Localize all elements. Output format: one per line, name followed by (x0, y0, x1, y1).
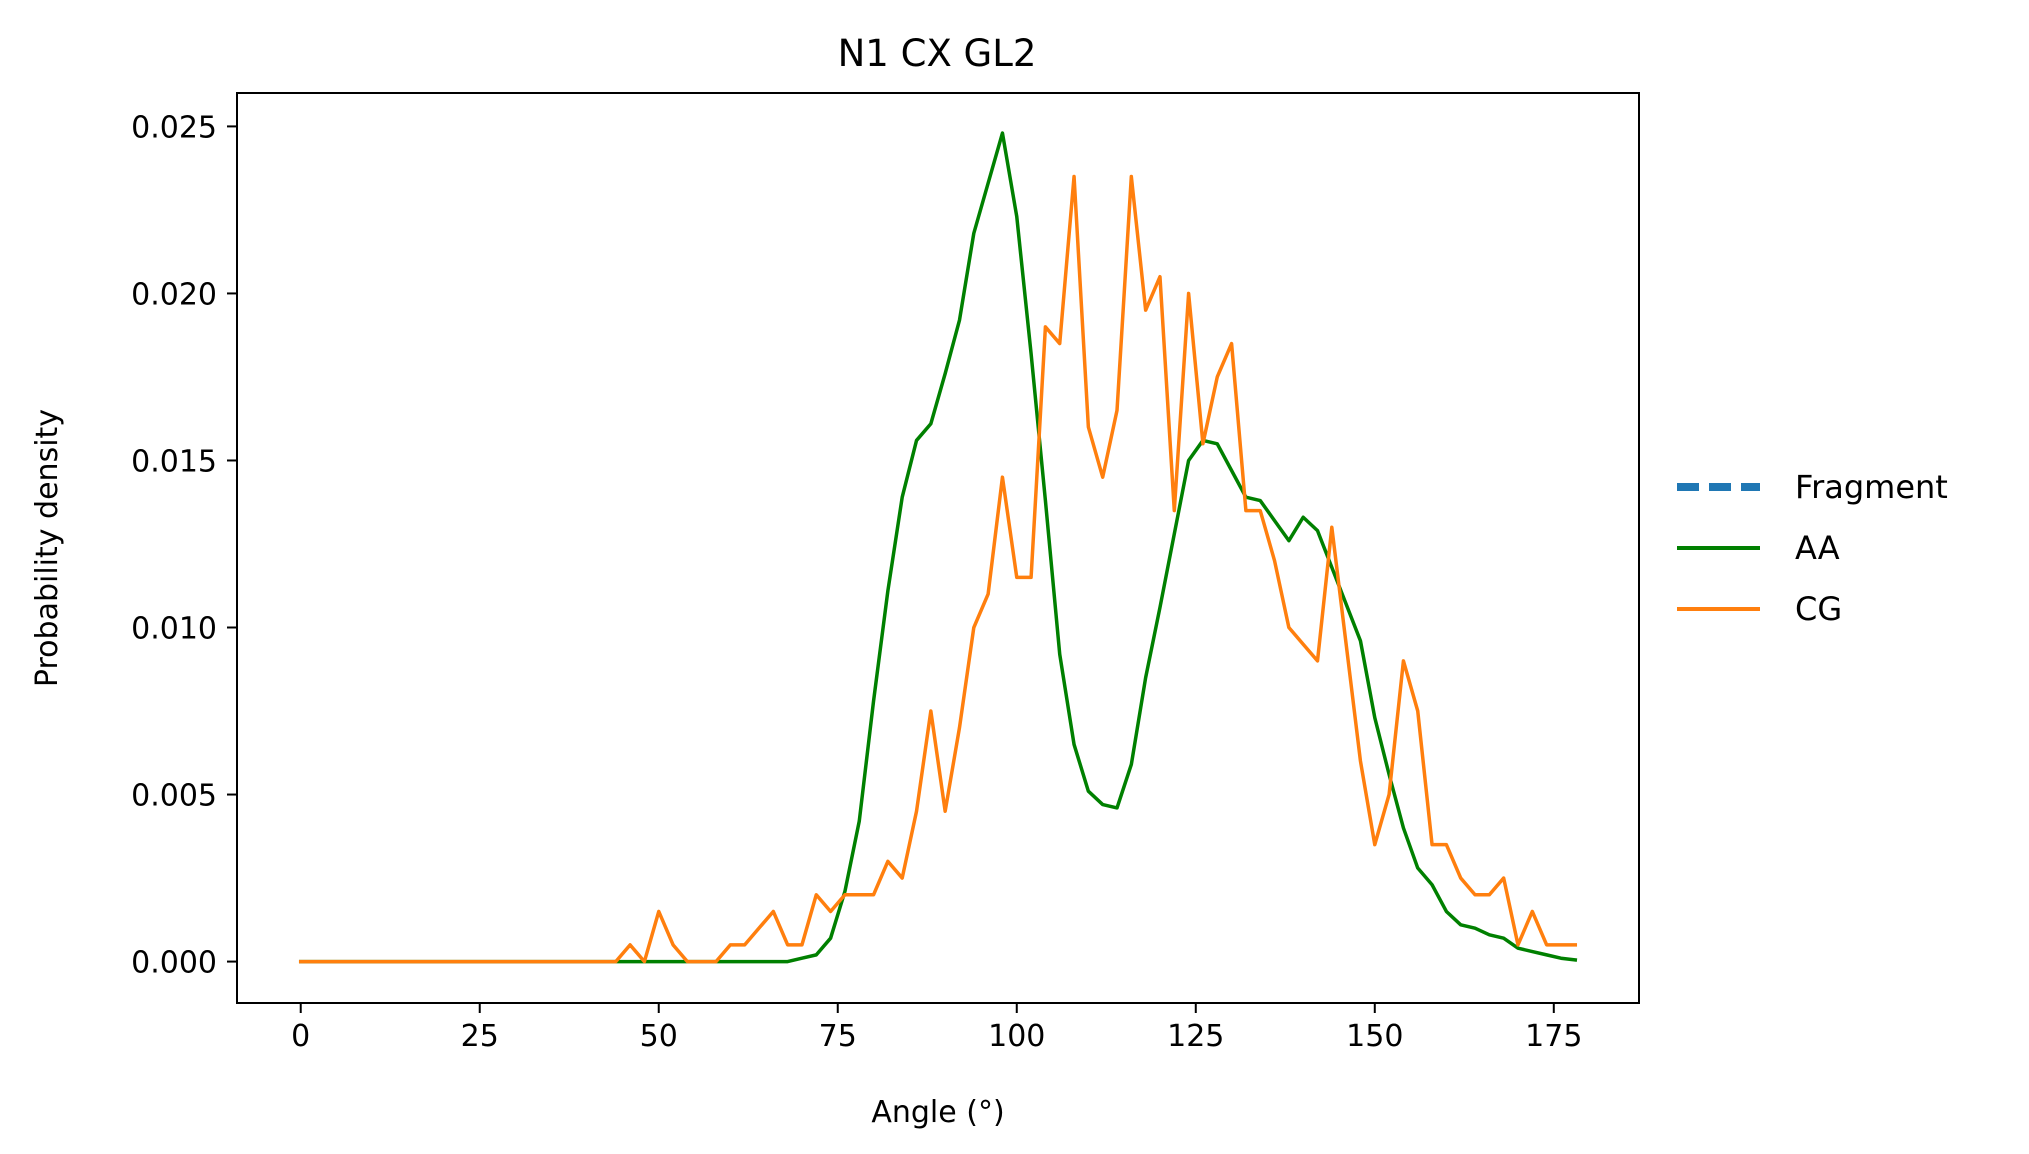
legend-label-fragment: Fragment (1795, 468, 1948, 506)
legend: Fragment AA CG (1677, 468, 1948, 628)
legend-label-aa: AA (1795, 529, 1840, 567)
y-tick-label: 0.025 (131, 110, 217, 145)
y-tick-label: 0.000 (131, 946, 217, 981)
x-tick-label: 50 (640, 1019, 678, 1054)
x-tick-label: 150 (1346, 1019, 1403, 1054)
series-line-cg (298, 174, 1578, 964)
y-axis: 0.000 0.005 0.010 0.015 0.020 0.025 (131, 110, 237, 981)
x-tick-label: 25 (461, 1019, 499, 1054)
y-tick-label: 0.015 (131, 444, 217, 479)
y-tick-label: 0.010 (131, 612, 217, 647)
plot-series (298, 131, 1578, 964)
x-tick-label: 0 (291, 1019, 310, 1054)
y-axis-label: Probability density (30, 409, 65, 687)
chart-title: N1 CX GL2 (838, 32, 1037, 75)
x-tick-label: 125 (1167, 1019, 1224, 1054)
x-axis-label: Angle (°) (871, 1095, 1004, 1130)
plot-frame (236, 92, 1640, 1004)
x-axis: 0 25 50 75 100 125 150 175 (291, 1003, 1582, 1054)
y-tick-label: 0.020 (131, 277, 217, 312)
y-tick-label: 0.005 (131, 779, 217, 814)
x-tick-label: 175 (1525, 1019, 1582, 1054)
legend-label-cg: CG (1795, 590, 1842, 628)
x-tick-label: 100 (988, 1019, 1045, 1054)
x-tick-label: 75 (819, 1019, 857, 1054)
